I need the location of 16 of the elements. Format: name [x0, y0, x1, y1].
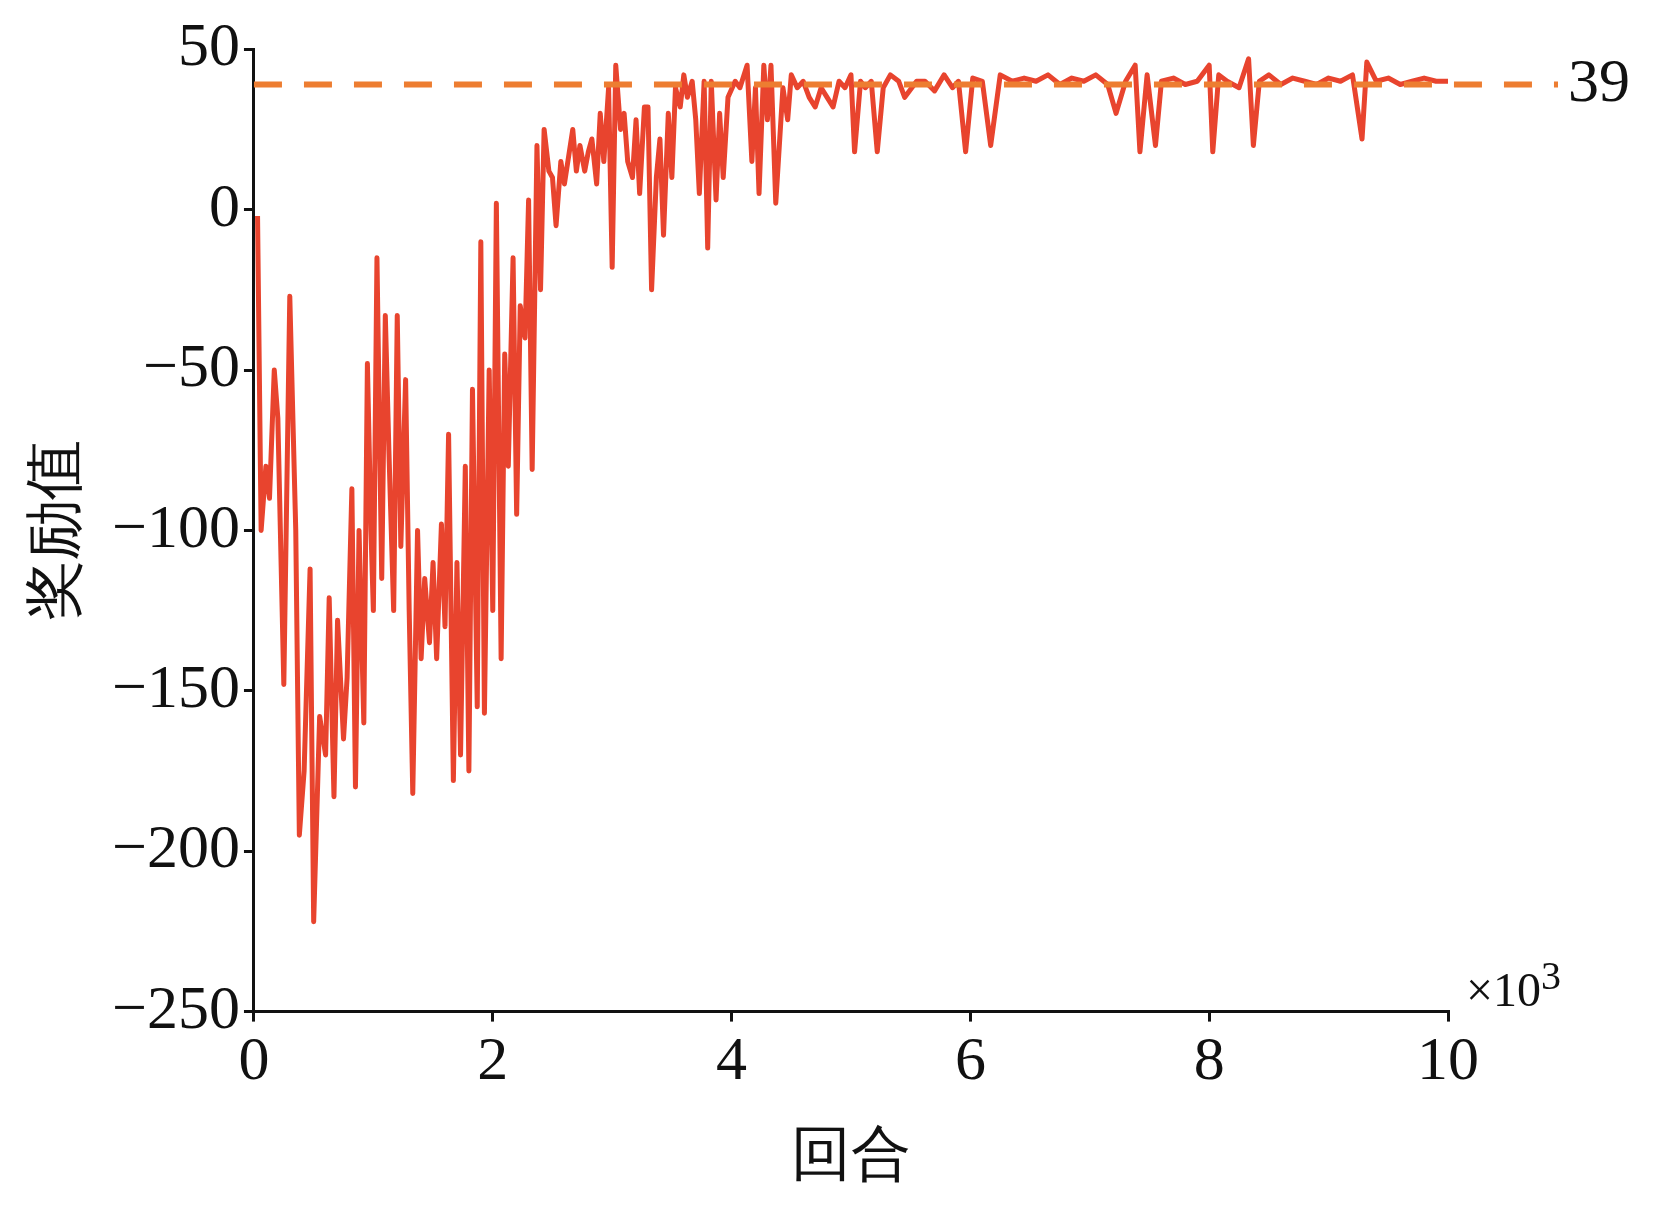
y-tick-label: 0 — [208, 170, 240, 239]
y-tick-label: −250 — [112, 972, 240, 1041]
text: ×10$^{3}$ — [1466, 951, 1562, 1017]
x-tick-label: 4 — [716, 1024, 748, 1093]
x-tick-label: 2 — [477, 1024, 509, 1093]
x-tick-label: 10 — [1417, 1024, 1479, 1093]
x-tick-label: 8 — [1193, 1024, 1225, 1093]
y-tick-label: −100 — [112, 491, 240, 560]
y-tick-label: −150 — [112, 652, 240, 721]
y-axis-title: 奖励值 — [17, 440, 88, 621]
ref-line-label: 39 — [1568, 45, 1630, 114]
y-tick-label: −200 — [112, 812, 240, 881]
x-axis-title: 回合 — [790, 1117, 911, 1188]
y-tick-label: −50 — [143, 331, 240, 400]
x-tick-label: 6 — [954, 1024, 986, 1093]
y-tick-label: 50 — [177, 10, 240, 79]
